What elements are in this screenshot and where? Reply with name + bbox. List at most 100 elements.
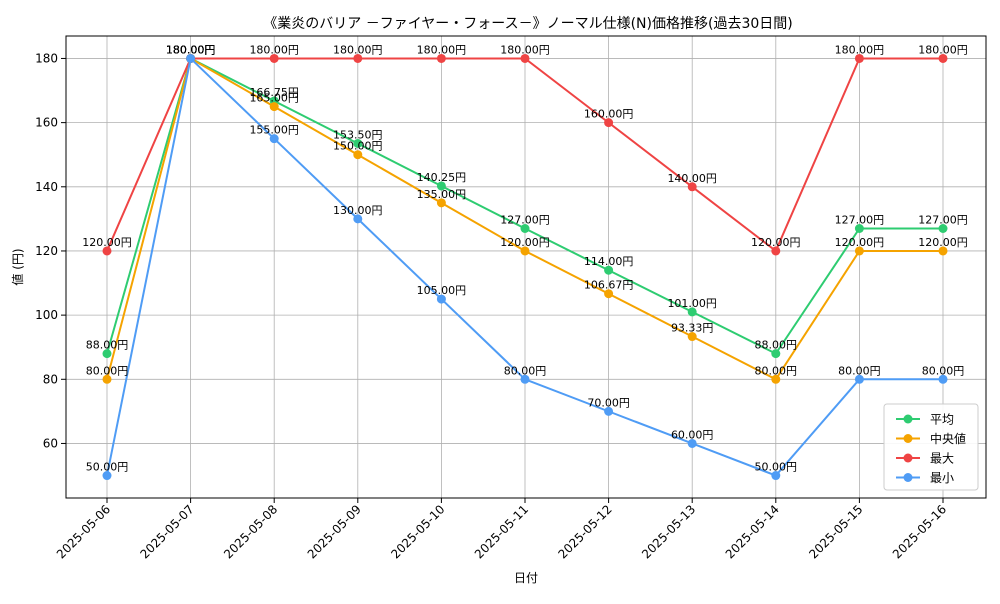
x-axis-ticks: 2025-05-06 2025-05-07 2025-05-08 2025-05-09…: [54, 498, 949, 561]
data-point: [269, 53, 279, 63]
data-point: [771, 349, 781, 359]
x-tick-label: 2025-05-09: [305, 502, 364, 561]
data-point: [604, 118, 614, 128]
series-lines: [102, 53, 948, 481]
data-label: 93.33円: [671, 322, 714, 335]
data-label: 80.00円: [755, 364, 798, 377]
data-label: 50.00円: [755, 461, 798, 474]
y-axis-ticks: 60 80 100 120 140 160 180: [35, 51, 66, 450]
data-label: 120.00円: [918, 236, 968, 249]
data-label: 180.00円: [417, 43, 467, 56]
data-point: [938, 246, 948, 256]
y-tick-label: 60: [43, 436, 58, 450]
data-point: [436, 181, 446, 191]
data-point: [604, 406, 614, 416]
data-point: [771, 374, 781, 384]
data-label: 160.00円: [584, 108, 634, 121]
data-label: 60.00円: [671, 428, 714, 441]
legend-marker: [903, 473, 913, 482]
data-point: [436, 198, 446, 208]
data-point: [938, 53, 948, 63]
data-point: [520, 224, 530, 233]
data-label: 88.00円: [755, 339, 798, 352]
data-label: 120.00円: [835, 236, 885, 249]
data-point: [102, 471, 112, 481]
data-point: [520, 53, 530, 63]
data-point: [436, 53, 446, 63]
data-point: [604, 265, 614, 275]
data-point: [353, 150, 363, 160]
data-label: 80.00円: [838, 364, 881, 377]
x-axis-label: 日付: [514, 571, 538, 585]
data-label: 180.00円: [918, 43, 968, 56]
data-label: 127.00円: [500, 214, 550, 227]
data-point: [854, 374, 864, 384]
legend-label: 平均: [930, 413, 954, 427]
data-label: 106.67円: [584, 279, 634, 292]
legend-marker: [903, 453, 913, 463]
data-label: 180.00円: [249, 43, 299, 56]
legend-label: 最大: [930, 452, 954, 466]
data-point: [687, 438, 697, 448]
data-point: [269, 102, 279, 112]
data-label: 180.00円: [333, 43, 383, 56]
x-tick-label: 2025-05-07: [138, 502, 197, 561]
y-tick-label: 120: [35, 244, 58, 258]
y-tick-label: 180: [35, 51, 58, 65]
data-label: 135.00円: [417, 188, 467, 201]
x-tick-label: 2025-05-14: [723, 502, 782, 561]
data-point: [353, 214, 363, 224]
data-point: [687, 332, 697, 342]
series-3: [102, 53, 948, 481]
data-label: 150.00円: [333, 140, 383, 153]
data-point: [186, 53, 196, 63]
legend-box: [883, 403, 979, 491]
chart-title: 《業炎のバリア －ファイヤー・フォース－》ノーマル仕様(N)価格推移(過去30日…: [263, 16, 792, 32]
data-label: 105.00円: [417, 284, 467, 297]
data-label: 80.00円: [86, 364, 129, 377]
data-label: 114.00円: [584, 255, 634, 268]
data-point: [353, 53, 363, 63]
legend-label: 中央値: [930, 431, 966, 446]
data-label: 180.00円: [166, 43, 216, 56]
legend-marker: [903, 434, 913, 443]
data-label: 70.00円: [587, 396, 630, 409]
data-point: [102, 246, 112, 256]
data-label: 127.00円: [918, 214, 968, 227]
data-point: [771, 246, 781, 256]
data-point: [436, 294, 446, 304]
data-point: [938, 374, 948, 384]
y-axis-label: 値 (円): [10, 248, 25, 285]
y-tick-label: 100: [35, 308, 58, 322]
data-point: [771, 471, 781, 481]
y-tick-label: 160: [35, 116, 58, 130]
data-label: 130.00円: [333, 204, 383, 217]
data-point: [520, 374, 530, 384]
data-label: 180.00円: [166, 43, 216, 56]
data-point: [854, 246, 864, 256]
data-label: 166.75円: [249, 86, 299, 99]
data-point: [102, 349, 112, 359]
data-label: 180.00円: [835, 43, 885, 56]
y-tick-label: 140: [35, 180, 58, 194]
data-point: [269, 134, 279, 144]
data-point: [520, 246, 530, 256]
data-label: 50.00円: [86, 461, 129, 474]
data-label: 80.00円: [922, 364, 965, 377]
data-label: 153.50円: [333, 128, 383, 141]
data-labels: 88.00円 180.00円 166.75円 153.50円 140.25円 127.00…: [82, 43, 968, 473]
x-tick-label: 2025-05-15: [806, 502, 865, 561]
data-point: [854, 224, 864, 233]
data-point: [938, 224, 948, 233]
data-label: 155.00円: [249, 124, 299, 137]
data-label: 180.00円: [166, 43, 216, 56]
data-label: 127.00円: [835, 214, 885, 227]
data-label: 120.00円: [82, 236, 132, 249]
y-tick-label: 80: [43, 372, 58, 386]
data-point: [854, 53, 864, 63]
data-label: 180.00円: [166, 43, 216, 56]
data-label: 180.00円: [500, 43, 550, 56]
data-label: 101.00円: [667, 297, 717, 310]
